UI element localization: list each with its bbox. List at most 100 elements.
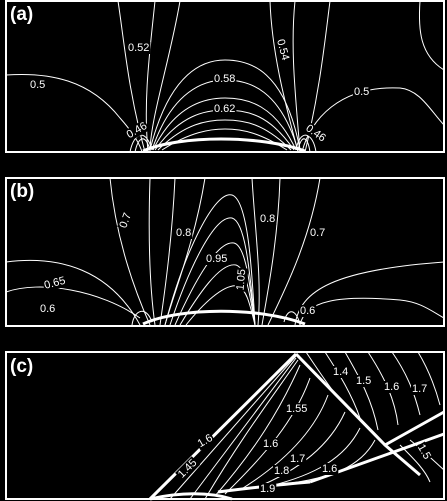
panel-c-isoline: [284, 439, 376, 485]
panel-c-contour-label: 1.6: [384, 381, 399, 393]
contour-label-backing: [127, 42, 151, 54]
contour-label-backing: [332, 366, 350, 378]
panel-b-contour-label: 0.8: [260, 213, 275, 225]
contour-label-backing: [383, 381, 401, 393]
contour-label-backing: [273, 36, 292, 63]
contour-label-backing: [262, 438, 280, 450]
contour-label-backing: [213, 73, 237, 85]
panel-a-isoline: [152, 97, 297, 151]
panel-c-contour-label: 1.5: [356, 375, 371, 387]
panel-a-contour-label: 0.54: [274, 38, 291, 62]
contour-label-backing: [39, 303, 57, 315]
panel-c-isoline: [305, 351, 341, 401]
panel-c-isoline: [399, 444, 431, 483]
panel-a-contour-label: 0.5: [30, 79, 45, 91]
panel-c-shock: [384, 410, 445, 447]
contour-label-backing: [353, 86, 371, 98]
panel-b-contour-label: 0.7: [310, 227, 325, 239]
panel-c-contour-label: 1.6: [196, 432, 215, 450]
contour-label-backing: [42, 274, 68, 293]
panel-a-contour-label: 0.52: [128, 42, 149, 54]
panel-b-isoline: [294, 261, 445, 326]
panel-b-isoline: [5, 259, 141, 326]
panel-c-contour-label: 1.6: [263, 438, 278, 450]
panel-b-isoline: [251, 177, 260, 326]
panel-c-contour-label: 1.9: [260, 483, 275, 495]
contour-label-backing: [29, 79, 47, 91]
panel-b-letter: (b): [10, 181, 34, 202]
panel-a-isoline: [149, 0, 181, 153]
panel-a-isoline: [269, 0, 299, 153]
panel-c-isoline: [324, 351, 361, 419]
contour-label-backing: [321, 463, 339, 475]
panel-a-frame: [5, 0, 445, 153]
panel-b-isoline: [174, 242, 256, 326]
contour-label-backing: [289, 453, 307, 465]
panel-b-contour-label: 0.8: [176, 227, 191, 239]
panel-b-bump: [142, 309, 306, 326]
panel-c-letter: (c): [10, 356, 33, 377]
contour-label-backing: [285, 403, 309, 415]
panel-a-isoline: [134, 138, 151, 153]
contour-label-backing: [205, 253, 229, 265]
panel-b-isoline: [261, 177, 281, 326]
panel-a-letter: (a): [10, 4, 33, 25]
contour-label-backing: [299, 305, 317, 317]
panel-c-isoline: [239, 394, 329, 491]
panel-a-isoline: [297, 138, 311, 153]
panel-b-isoline: [169, 217, 256, 326]
panel-b-contour-label: 0.7: [117, 211, 134, 229]
panel-a-contour-label: 0.5: [354, 86, 369, 98]
panel-b-isoline: [267, 177, 321, 326]
contour-label-backing: [411, 383, 429, 395]
contour-label-backing: [213, 103, 237, 115]
panel-b-isoline: [5, 286, 141, 319]
panel-c-isoline: [189, 357, 297, 500]
panel-a-contour-label: 0.62: [214, 103, 235, 115]
panel-a-isoline: [149, 59, 301, 151]
contour-label-backing: [355, 375, 373, 387]
panel-b-isoline: [179, 264, 256, 326]
panel-a-isoline: [292, 0, 301, 153]
contour-label-backing: [259, 213, 277, 225]
contour-label-backing: [175, 227, 193, 239]
panel-a: (a) 0.52 0.54 0.5 0.58 0.5 0.62 0.46 0.4…: [5, 0, 445, 153]
panel-c-contour-label: 1.6: [322, 463, 337, 475]
panel-c-isoline: [214, 364, 301, 497]
panel-b-isoline: [299, 297, 445, 326]
contour-label-backing: [273, 465, 291, 477]
panel-b-frame: [5, 177, 445, 327]
contour-label-backing: [259, 483, 277, 495]
panel-b-contour-label: 0.6: [40, 303, 55, 315]
panel-b-contour-label: 1.05: [234, 269, 248, 291]
contour-label-backing: [414, 441, 434, 463]
panel-a-isoline: [418, 0, 445, 71]
panel-a-isoline: [161, 128, 288, 151]
panel-b-isoline: [131, 311, 153, 326]
panel-c-shock: [148, 352, 298, 501]
panel-b: (b) 0.7 0.8 0.8 0.7 0.95 1.05 0.65 0.6 0…: [5, 177, 445, 327]
panel-b-contour-label: 0.6: [300, 305, 315, 317]
panel-c-shock: [294, 352, 421, 477]
panel-b-contour-label: 0.65: [43, 275, 67, 292]
panel-c-contour-label: 1.4: [333, 366, 348, 378]
contour-label-backing: [302, 121, 329, 146]
panel-b-isoline: [109, 177, 151, 326]
panel-a-contour-label: 0.58: [214, 73, 235, 85]
panel-c-contour-label: 1.7: [290, 453, 305, 465]
contour-label-backing: [117, 210, 135, 231]
contour-label-backing: [194, 431, 216, 451]
panel-c-contour-label: 1.7: [412, 383, 427, 395]
panel-c-frame: [5, 351, 445, 500]
panel-c-isoline: [169, 355, 297, 500]
panel-b-contour-label: 0.95: [206, 253, 227, 265]
panel-c-bump: [149, 492, 233, 501]
panel-b-isoline: [159, 177, 176, 326]
panel-c-isoline: [254, 411, 346, 489]
panel-c-contour-label: 1.8: [274, 465, 289, 477]
panel-c-isoline: [204, 359, 299, 500]
panel-b-isoline: [148, 177, 156, 326]
contour-label-backing: [175, 456, 201, 482]
panel-a-isoline: [295, 134, 317, 153]
panel-c-contour-label: 1.55: [286, 403, 307, 415]
